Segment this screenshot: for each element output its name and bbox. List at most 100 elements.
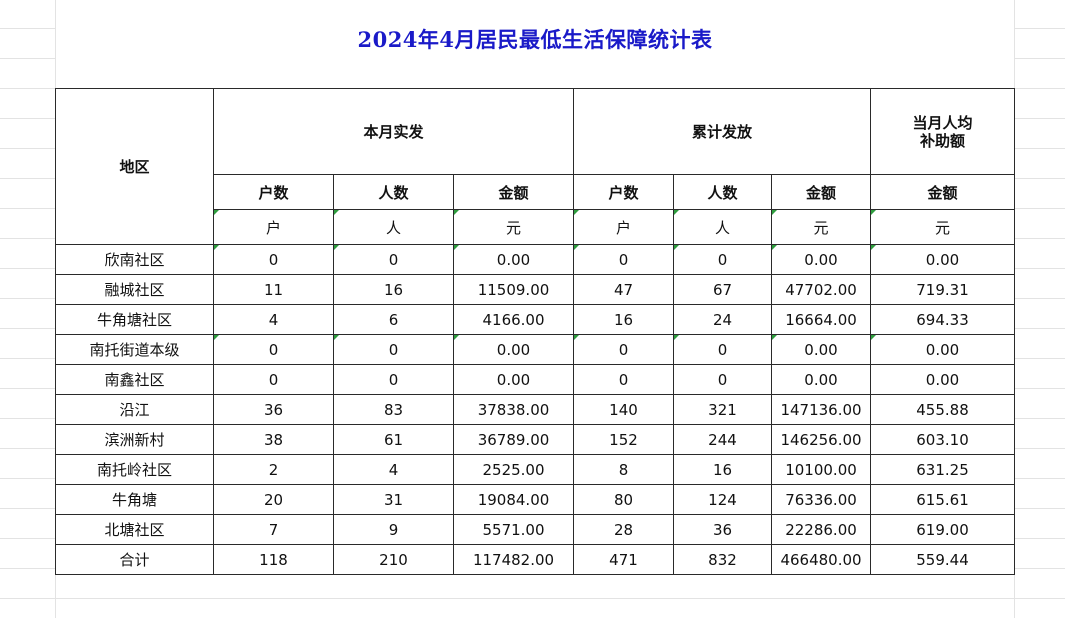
cell-month-people[interactable]: 4 xyxy=(333,454,454,485)
cell-month-people[interactable]: 210 xyxy=(333,544,454,575)
cell-cum-households[interactable]: 47 xyxy=(573,274,674,305)
cell-cum-people[interactable]: 0 xyxy=(673,364,772,395)
cell-month-amount[interactable]: 19084.00 xyxy=(453,484,574,515)
header-monthly-average[interactable]: 当月人均 补助额 xyxy=(870,88,1015,175)
cell-cum-households[interactable]: 471 xyxy=(573,544,674,575)
cell-month-amount[interactable]: 37838.00 xyxy=(453,394,574,425)
cell-month-households[interactable]: 2 xyxy=(213,454,334,485)
unit-month-households[interactable]: 户 xyxy=(213,209,334,245)
header-avg-amount[interactable]: 金额 xyxy=(870,174,1015,210)
cell-month-households[interactable]: 36 xyxy=(213,394,334,425)
cell-cum-people[interactable]: 124 xyxy=(673,484,772,515)
cell-avg-amount[interactable]: 631.25 xyxy=(870,454,1015,485)
cell-cum-people[interactable]: 36 xyxy=(673,514,772,545)
unit-month-amount[interactable]: 元 xyxy=(453,209,574,245)
cell-cum-households[interactable]: 0 xyxy=(573,334,674,365)
cell-month-households[interactable]: 118 xyxy=(213,544,334,575)
cell-cum-amount[interactable]: 47702.00 xyxy=(771,274,871,305)
cell-cum-households[interactable]: 0 xyxy=(573,364,674,395)
cell-avg-amount[interactable]: 559.44 xyxy=(870,544,1015,575)
cell-region[interactable]: 滨洲新村 xyxy=(55,424,214,455)
header-current-month[interactable]: 本月实发 xyxy=(213,88,574,175)
unit-month-people[interactable]: 人 xyxy=(333,209,454,245)
header-cum-households[interactable]: 户数 xyxy=(573,174,674,210)
unit-cum-households[interactable]: 户 xyxy=(573,209,674,245)
cell-cum-people[interactable]: 24 xyxy=(673,304,772,335)
cell-month-people[interactable]: 0 xyxy=(333,244,454,275)
cell-month-people[interactable]: 16 xyxy=(333,274,454,305)
cell-month-households[interactable]: 4 xyxy=(213,304,334,335)
cell-cum-households[interactable]: 152 xyxy=(573,424,674,455)
cell-month-people[interactable]: 0 xyxy=(333,364,454,395)
cell-cum-people[interactable]: 0 xyxy=(673,244,772,275)
cell-cum-households[interactable]: 28 xyxy=(573,514,674,545)
header-region[interactable]: 地区 xyxy=(55,88,214,245)
cell-month-amount[interactable]: 4166.00 xyxy=(453,304,574,335)
cell-region[interactable]: 南托岭社区 xyxy=(55,454,214,485)
cell-month-people[interactable]: 0 xyxy=(333,334,454,365)
cell-cum-amount[interactable]: 0.00 xyxy=(771,334,871,365)
cell-cum-people[interactable]: 832 xyxy=(673,544,772,575)
cell-month-amount[interactable]: 2525.00 xyxy=(453,454,574,485)
cell-avg-amount[interactable]: 455.88 xyxy=(870,394,1015,425)
unit-cum-amount[interactable]: 元 xyxy=(771,209,871,245)
cell-month-households[interactable]: 0 xyxy=(213,364,334,395)
cell-avg-amount[interactable]: 615.61 xyxy=(870,484,1015,515)
cell-month-households[interactable]: 11 xyxy=(213,274,334,305)
header-cumulative[interactable]: 累计发放 xyxy=(573,88,871,175)
cell-month-people[interactable]: 6 xyxy=(333,304,454,335)
cell-month-amount[interactable]: 36789.00 xyxy=(453,424,574,455)
cell-cum-households[interactable]: 140 xyxy=(573,394,674,425)
header-month-households[interactable]: 户数 xyxy=(213,174,334,210)
cell-cum-amount[interactable]: 466480.00 xyxy=(771,544,871,575)
cell-region[interactable]: 北塘社区 xyxy=(55,514,214,545)
cell-cum-amount[interactable]: 10100.00 xyxy=(771,454,871,485)
cell-cum-amount[interactable]: 76336.00 xyxy=(771,484,871,515)
cell-avg-amount[interactable]: 0.00 xyxy=(870,334,1015,365)
cell-region[interactable]: 牛角塘社区 xyxy=(55,304,214,335)
header-cum-amount[interactable]: 金额 xyxy=(771,174,871,210)
cell-avg-amount[interactable]: 619.00 xyxy=(870,514,1015,545)
cell-month-people[interactable]: 83 xyxy=(333,394,454,425)
cell-month-amount[interactable]: 117482.00 xyxy=(453,544,574,575)
cell-region[interactable]: 沿江 xyxy=(55,394,214,425)
cell-cum-amount[interactable]: 146256.00 xyxy=(771,424,871,455)
cell-cum-households[interactable]: 80 xyxy=(573,484,674,515)
header-cum-people[interactable]: 人数 xyxy=(673,174,772,210)
cell-cum-amount[interactable]: 22286.00 xyxy=(771,514,871,545)
cell-region[interactable]: 融城社区 xyxy=(55,274,214,305)
cell-avg-amount[interactable]: 694.33 xyxy=(870,304,1015,335)
cell-cum-amount[interactable]: 16664.00 xyxy=(771,304,871,335)
cell-avg-amount[interactable]: 719.31 xyxy=(870,274,1015,305)
cell-region[interactable]: 欣南社区 xyxy=(55,244,214,275)
cell-avg-amount[interactable]: 0.00 xyxy=(870,244,1015,275)
cell-cum-amount[interactable]: 147136.00 xyxy=(771,394,871,425)
cell-month-people[interactable]: 9 xyxy=(333,514,454,545)
cell-month-amount[interactable]: 0.00 xyxy=(453,334,574,365)
cell-region[interactable]: 牛角塘 xyxy=(55,484,214,515)
cell-month-people[interactable]: 61 xyxy=(333,424,454,455)
cell-cum-households[interactable]: 8 xyxy=(573,454,674,485)
cell-cum-people[interactable]: 67 xyxy=(673,274,772,305)
sheet-title[interactable]: 2024年4月居民最低生活保障统计表 xyxy=(357,27,713,52)
cell-month-households[interactable]: 7 xyxy=(213,514,334,545)
cell-cum-people[interactable]: 321 xyxy=(673,394,772,425)
cell-cum-people[interactable]: 16 xyxy=(673,454,772,485)
cell-month-households[interactable]: 38 xyxy=(213,424,334,455)
cell-month-amount[interactable]: 5571.00 xyxy=(453,514,574,545)
cell-cum-people[interactable]: 244 xyxy=(673,424,772,455)
cell-cum-people[interactable]: 0 xyxy=(673,334,772,365)
cell-cum-amount[interactable]: 0.00 xyxy=(771,364,871,395)
cell-region[interactable]: 南托街道本级 xyxy=(55,334,214,365)
cell-avg-amount[interactable]: 603.10 xyxy=(870,424,1015,455)
cell-region[interactable]: 南鑫社区 xyxy=(55,364,214,395)
unit-avg-amount[interactable]: 元 xyxy=(870,209,1015,245)
cell-cum-households[interactable]: 16 xyxy=(573,304,674,335)
header-month-people[interactable]: 人数 xyxy=(333,174,454,210)
cell-month-households[interactable]: 0 xyxy=(213,334,334,365)
unit-cum-people[interactable]: 人 xyxy=(673,209,772,245)
cell-month-amount[interactable]: 0.00 xyxy=(453,244,574,275)
cell-month-households[interactable]: 0 xyxy=(213,244,334,275)
cell-cum-amount[interactable]: 0.00 xyxy=(771,244,871,275)
cell-month-people[interactable]: 31 xyxy=(333,484,454,515)
